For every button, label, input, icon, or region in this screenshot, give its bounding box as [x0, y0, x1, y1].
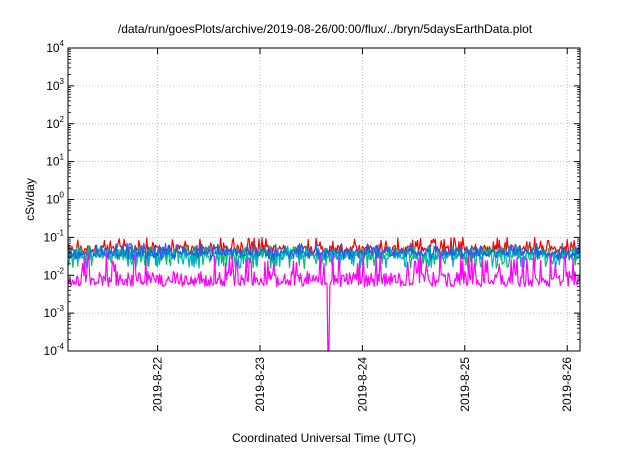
series-line — [67, 251, 581, 352]
x-tick-label: 2019-8-23 — [253, 357, 267, 412]
x-axis-label: Coordinated Universal Time (UTC) — [232, 431, 416, 445]
x-tick-label: 2019-8-22 — [151, 357, 165, 412]
x-tick-label: 2019-8-24 — [355, 357, 369, 412]
y-tick-label: 101 — [46, 153, 64, 169]
grid — [68, 48, 580, 351]
y-tick-label: 10-4 — [44, 342, 65, 358]
y-axis-label: cSv/day — [23, 178, 37, 221]
ticks — [68, 47, 580, 352]
y-tick-label: 104 — [46, 39, 64, 55]
y-tick-label: 10-3 — [44, 304, 65, 320]
series-layer — [67, 236, 581, 352]
y-tick-label: 10-1 — [44, 228, 65, 244]
x-tick-label: 2019-8-25 — [458, 357, 472, 412]
y-tick-label: 103 — [46, 77, 64, 93]
y-tick-label: 10-2 — [44, 266, 65, 282]
x-tick-label: 2019-8-26 — [560, 357, 574, 412]
y-tick-label: 100 — [46, 191, 64, 207]
y-tick-labels: 10-4 10-3 10-2 10-1 100 101 102 103 104 — [44, 39, 65, 358]
y-tick-label: 102 — [46, 115, 64, 131]
chart-title: /data/run/goesPlots/archive/2019-08-26/0… — [118, 22, 533, 36]
x-tick-labels: 2019-8-22 2019-8-23 2019-8-24 2019-8-25 2019… — [151, 357, 575, 412]
series-line — [67, 242, 581, 261]
